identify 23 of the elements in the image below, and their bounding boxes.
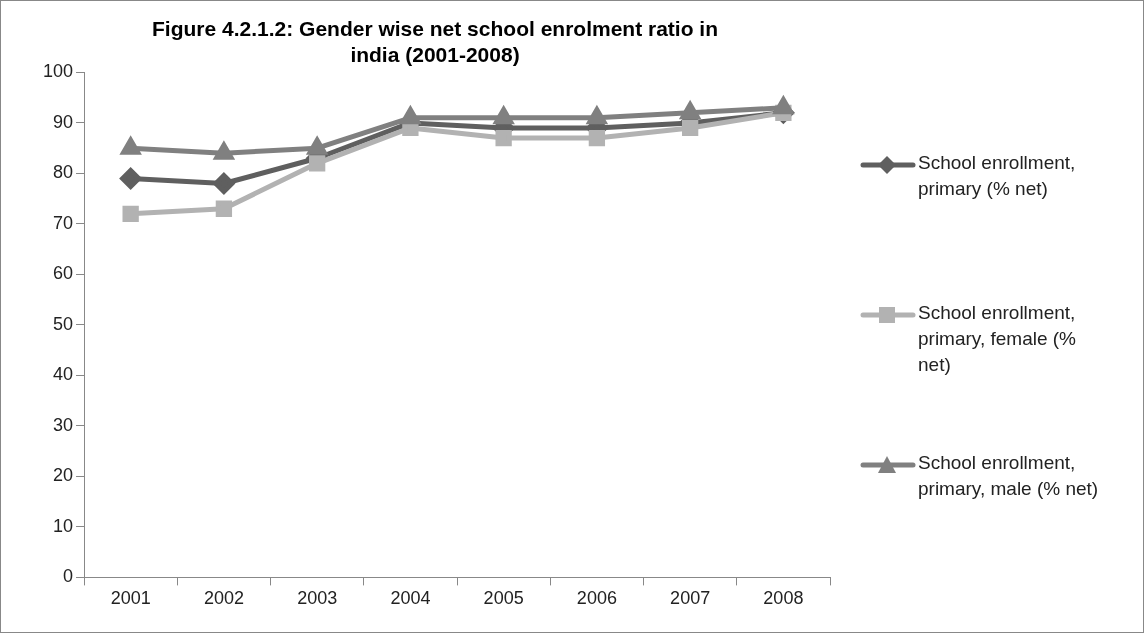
legend-label: School enrollment, primary, female (% net) (918, 301, 1077, 377)
y-tick-label: 20 (53, 465, 74, 486)
y-tick-label: 50 (53, 313, 74, 334)
legend-label: School enrollment, primary (% net) (918, 151, 1077, 201)
y-tick-label: 10 (53, 515, 74, 536)
y-tick-label: 40 (53, 364, 74, 385)
x-tick-label: 2004 (390, 588, 431, 609)
y-tick-label: 90 (53, 111, 74, 132)
x-tick-label: 2006 (576, 588, 617, 609)
x-tick-label: 2007 (670, 588, 711, 609)
y-tick-label: 60 (53, 263, 74, 284)
y-tick-label: 30 (53, 414, 74, 435)
x-tick-label: 2001 (110, 588, 151, 609)
x-tick-label: 2005 (483, 588, 524, 609)
y-tick-label: 0 (63, 566, 74, 587)
x-tick-label: 2003 (297, 588, 338, 609)
legend-label: School enrollment, primary, male (% net) (918, 451, 1100, 501)
y-tick-label: 70 (53, 212, 74, 233)
x-tick-label: 2008 (763, 588, 804, 609)
x-tick-label: 2002 (203, 588, 244, 609)
y-tick-label: 80 (53, 162, 74, 183)
y-tick-label: 100 (42, 61, 74, 82)
chart-title: Figure 4.2.1.2: Gender wise net school enrolment ratio in india (2001-2008) (152, 17, 718, 66)
